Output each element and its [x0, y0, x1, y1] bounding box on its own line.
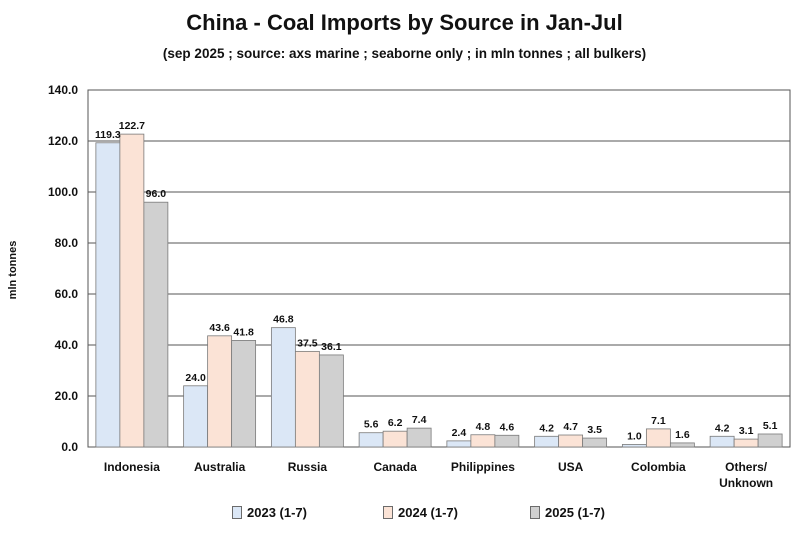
data-label: 5.1 — [763, 420, 778, 432]
bar — [207, 335, 233, 448]
bar — [757, 433, 783, 448]
x-category-label: Australia — [194, 460, 246, 474]
legend-label: 2023 (1-7) — [247, 505, 307, 520]
bar — [143, 201, 169, 448]
bar — [270, 327, 296, 448]
legend-swatch — [530, 506, 540, 519]
bar — [318, 354, 344, 448]
data-label: 3.5 — [587, 424, 602, 436]
data-label: 1.0 — [627, 430, 642, 442]
bar — [494, 434, 520, 448]
chart-subtitle: (sep 2025 ; source: axs marine ; seaborn… — [162, 46, 647, 61]
bar — [119, 133, 145, 448]
bar — [382, 430, 408, 448]
bars — [95, 133, 783, 448]
data-label: 96.0 — [146, 188, 167, 200]
data-label: 6.2 — [388, 417, 403, 429]
data-label: 36.1 — [321, 341, 342, 353]
data-label: 122.7 — [119, 120, 145, 132]
bar — [95, 142, 121, 448]
legend-swatch — [383, 506, 393, 519]
x-category-label: Colombia — [631, 460, 686, 474]
legend-item: 2025 (1-7) — [530, 505, 605, 520]
y-tick-label: 40.0 — [55, 338, 79, 352]
y-axis-ticks: 0.0 20.0 40.0 60.0 80.0 100.0 120.0 140.0 — [48, 83, 78, 454]
data-label: 4.2 — [539, 422, 554, 434]
x-category-label: Unknown — [719, 476, 773, 490]
legend-item: 2024 (1-7) — [383, 505, 458, 520]
data-label: 3.1 — [739, 425, 754, 437]
gridlines — [87, 89, 791, 448]
bar — [406, 427, 432, 448]
bar — [582, 437, 608, 448]
x-axis-categories: Indonesia Australia Russia Canada Philippine… — [104, 460, 773, 490]
data-label: 7.4 — [412, 414, 427, 426]
bar — [534, 435, 560, 448]
data-label: 24.0 — [185, 372, 206, 384]
data-label: 7.1 — [651, 415, 666, 427]
x-category-label: Indonesia — [104, 460, 160, 474]
y-tick-label: 80.0 — [55, 236, 79, 250]
y-tick-label: 60.0 — [55, 287, 79, 301]
y-tick-label: 20.0 — [55, 389, 79, 403]
data-label: 43.6 — [209, 322, 230, 334]
y-tick-label: 100.0 — [48, 185, 78, 199]
legend-label: 2025 (1-7) — [545, 505, 605, 520]
y-tick-label: 140.0 — [48, 83, 78, 97]
data-label: 41.8 — [233, 326, 254, 338]
data-label: 4.7 — [563, 421, 578, 433]
bar — [183, 385, 209, 448]
bar — [470, 434, 496, 448]
data-label: 2.4 — [452, 427, 467, 439]
x-category-label: Canada — [373, 460, 417, 474]
bar — [446, 440, 472, 448]
y-tick-label: 0.0 — [61, 440, 78, 454]
bar — [294, 350, 320, 448]
bar — [669, 442, 695, 448]
bar — [231, 340, 257, 448]
x-category-label: Others/ — [725, 460, 768, 474]
legend-label: 2024 (1-7) — [398, 505, 458, 520]
y-axis-label: mln tonnes — [7, 241, 19, 300]
y-tick-label: 120.0 — [48, 134, 78, 148]
bar — [358, 432, 384, 448]
data-label: 37.5 — [297, 337, 318, 349]
bar — [558, 434, 584, 448]
bar — [733, 438, 759, 448]
bar — [709, 435, 735, 448]
legend: 2023 (1-7) 2024 (1-7) 2025 (1-7) — [0, 505, 809, 529]
data-label: 1.6 — [675, 429, 690, 441]
x-category-label: USA — [558, 460, 584, 474]
data-label: 5.6 — [364, 419, 379, 431]
data-label: 119.3 — [95, 129, 121, 141]
x-category-label: Russia — [288, 460, 328, 474]
bar — [621, 444, 647, 448]
bar — [645, 428, 671, 448]
data-label: 4.8 — [476, 421, 491, 433]
legend-swatch — [232, 506, 242, 519]
data-label: 4.2 — [715, 422, 730, 434]
legend-item: 2023 (1-7) — [232, 505, 307, 520]
data-label: 4.6 — [500, 421, 515, 433]
x-category-label: Philippines — [451, 460, 515, 474]
chart-title: China - Coal Imports by Source in Jan-Ju… — [186, 10, 623, 35]
data-label: 46.8 — [273, 314, 294, 326]
